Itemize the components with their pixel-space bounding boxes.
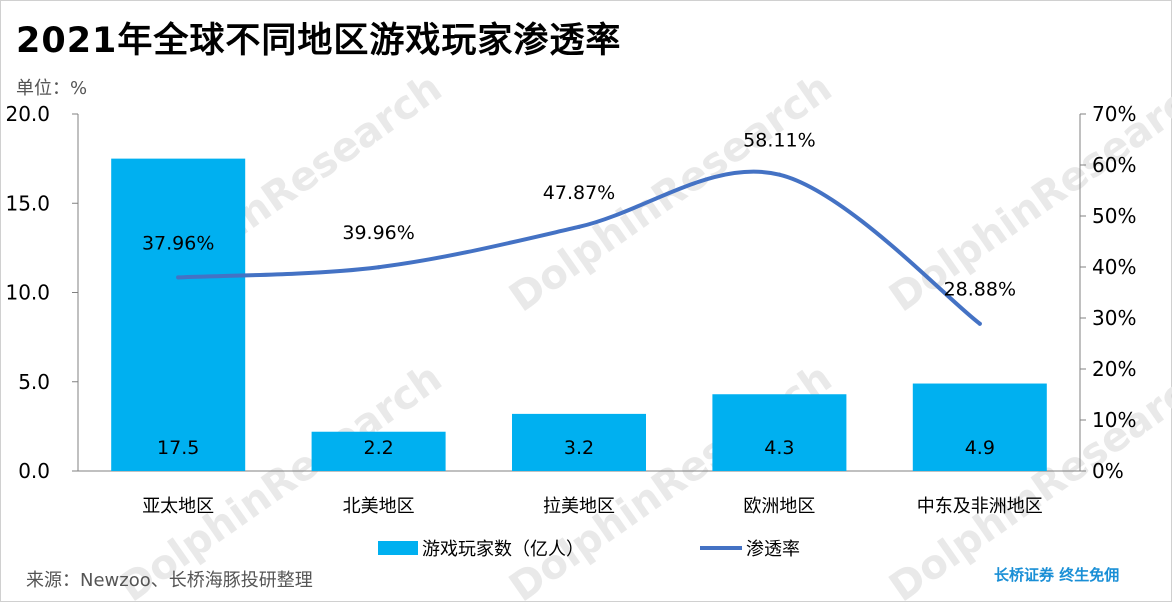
x-category-label: 拉美地区 bbox=[543, 496, 615, 517]
legend-label-line: 渗透率 bbox=[746, 539, 800, 560]
y-right-tick-label: 10% bbox=[1092, 408, 1136, 432]
y-right-tick-label: 60% bbox=[1092, 153, 1136, 177]
line-value-label: 37.96% bbox=[142, 232, 214, 254]
y-left-tick-label: 0.0 bbox=[18, 459, 50, 483]
line-value-label: 28.88% bbox=[944, 279, 1016, 301]
x-category-label: 欧洲地区 bbox=[743, 496, 815, 517]
bar bbox=[111, 158, 246, 471]
y-right-tick-label: 0% bbox=[1092, 459, 1124, 483]
line-value-label: 58.11% bbox=[743, 130, 815, 152]
unit-label: 单位：% bbox=[16, 78, 88, 99]
x-category-label: 亚太地区 bbox=[142, 496, 214, 517]
bar bbox=[512, 413, 646, 471]
source-note: 来源：Newzoo、长桥海豚投研整理 bbox=[26, 570, 313, 591]
y-left-tick-label: 15.0 bbox=[5, 191, 50, 215]
y-left-tick-label: 5.0 bbox=[18, 370, 50, 394]
bar-value-label: 2.2 bbox=[363, 437, 393, 459]
chart-title: 2021年全球不同地区游戏玩家渗透率 bbox=[16, 21, 622, 61]
brand-tagline: 长桥证券 终生免佣 bbox=[994, 566, 1120, 584]
y-left-tick-label: 20.0 bbox=[5, 102, 50, 126]
y-right-tick-label: 40% bbox=[1092, 255, 1136, 279]
bar bbox=[712, 394, 847, 471]
line-point bbox=[176, 275, 181, 280]
y-right-tick-label: 30% bbox=[1092, 306, 1136, 330]
line-point bbox=[376, 265, 381, 270]
bar bbox=[311, 431, 446, 471]
bar bbox=[912, 383, 1047, 471]
line-point bbox=[577, 224, 581, 229]
bar-value-label: 17.5 bbox=[157, 437, 199, 459]
y-right-tick-label: 70% bbox=[1092, 102, 1136, 126]
bar-value-label: 4.9 bbox=[965, 437, 995, 459]
y-left-tick-label: 10.0 bbox=[5, 281, 50, 305]
legend-swatch-bar bbox=[378, 541, 418, 555]
line-point bbox=[777, 172, 782, 177]
bar-value-label: 3.2 bbox=[564, 437, 594, 459]
y-right-tick-label: 20% bbox=[1092, 357, 1136, 381]
y-right-tick-label: 50% bbox=[1092, 204, 1136, 228]
bar-value-label: 4.3 bbox=[764, 437, 794, 459]
x-category-label: 北美地区 bbox=[343, 496, 415, 517]
line-value-label: 47.87% bbox=[543, 182, 615, 204]
line-point bbox=[977, 321, 982, 326]
legend-label-bar: 游戏玩家数（亿人） bbox=[422, 539, 584, 560]
line-value-label: 39.96% bbox=[342, 222, 414, 244]
x-category-label: 中东及非洲地区 bbox=[917, 496, 1043, 517]
